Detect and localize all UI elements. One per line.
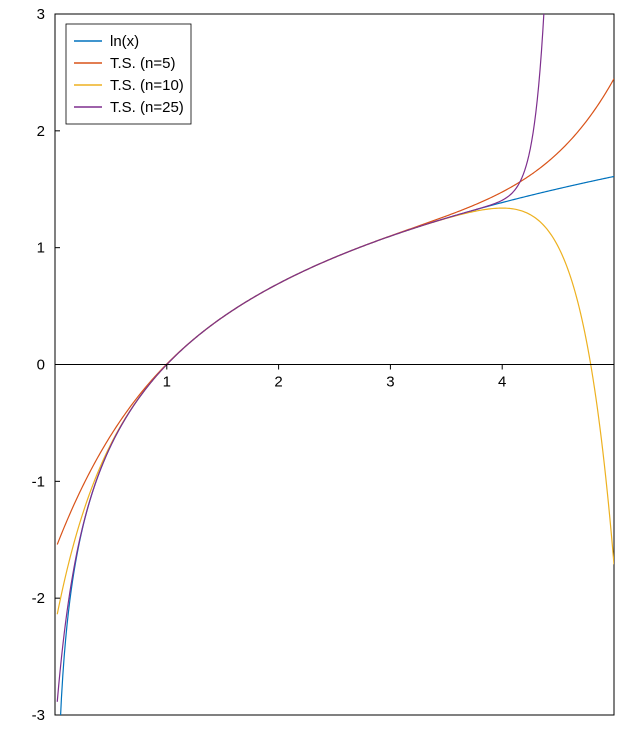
series-ts10 [57, 208, 614, 614]
chart-container: 1 2 3 4 -3 -2 -1 0 1 2 3 ln(x) T.S. (n=5) T.S. (n=10)… [0, 0, 627, 733]
ytick-label: 2 [37, 123, 45, 140]
ytick-label: 0 [37, 357, 45, 374]
legend-label: T.S. (n=25) [110, 99, 184, 116]
legend: ln(x) T.S. (n=5) T.S. (n=10) T.S. (n=25) [66, 24, 191, 124]
xtick-label: 4 [498, 374, 506, 391]
xtick-label: 3 [386, 374, 394, 391]
ytick-label: -1 [32, 473, 45, 490]
xtick-label: 2 [274, 374, 282, 391]
legend-label: T.S. (n=10) [110, 77, 184, 94]
ytick-label: 3 [37, 6, 45, 23]
ytick-label: -3 [32, 707, 45, 724]
ytick-label: 1 [37, 240, 45, 257]
series-lnx [57, 176, 614, 733]
xtick-label: 1 [163, 374, 171, 391]
legend-label: ln(x) [110, 33, 139, 50]
legend-label: T.S. (n=5) [110, 55, 175, 72]
line-chart: 1 2 3 4 -3 -2 -1 0 1 2 3 ln(x) T.S. (n=5) T.S. (n=10)… [0, 0, 627, 733]
ytick-label: -2 [32, 590, 45, 607]
